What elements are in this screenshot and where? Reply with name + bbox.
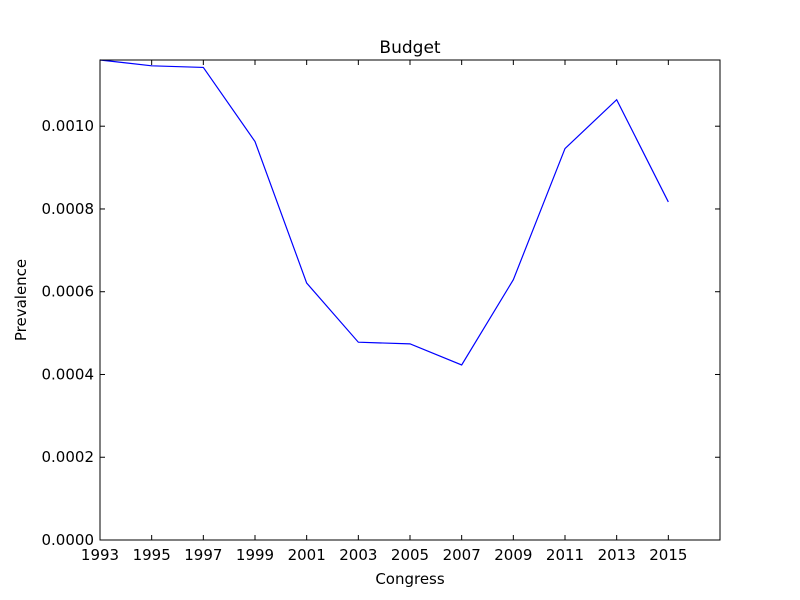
series-line <box>99 59 669 366</box>
axis-ticks: 1993 1995 1997 1999 2001 2003 2005 2007 2009 2011… <box>42 60 720 564</box>
x-tick-label: 1993 <box>81 546 119 564</box>
x-tick-label: 2011 <box>546 546 584 564</box>
x-tick-label: 2001 <box>288 546 326 564</box>
x-tick-label: 1995 <box>133 546 171 564</box>
y-tick-label: 0.0000 <box>42 531 95 549</box>
x-tick-label: 2005 <box>391 546 429 564</box>
y-tick-label: 0.0008 <box>42 200 95 218</box>
y-tick-label: 0.0004 <box>42 365 95 383</box>
chart-title: Budget <box>379 38 440 58</box>
x-tick-label: 2013 <box>598 546 636 564</box>
x-tick-label: 2007 <box>443 546 481 564</box>
y-axis-label: Prevalence <box>12 259 30 341</box>
y-tick-label: 0.0002 <box>42 448 95 466</box>
x-tick-label: 1997 <box>184 546 222 564</box>
x-tick-label: 2003 <box>339 546 377 564</box>
y-tick-label: 0.0006 <box>42 283 95 301</box>
x-tick-label: 1999 <box>236 546 274 564</box>
x-tick-label: 2009 <box>494 546 532 564</box>
x-axis-label: Congress <box>375 570 445 588</box>
plot-frame <box>99 59 721 541</box>
y-tick-label: 0.0010 <box>42 117 95 135</box>
x-tick-label: 2015 <box>649 546 687 564</box>
